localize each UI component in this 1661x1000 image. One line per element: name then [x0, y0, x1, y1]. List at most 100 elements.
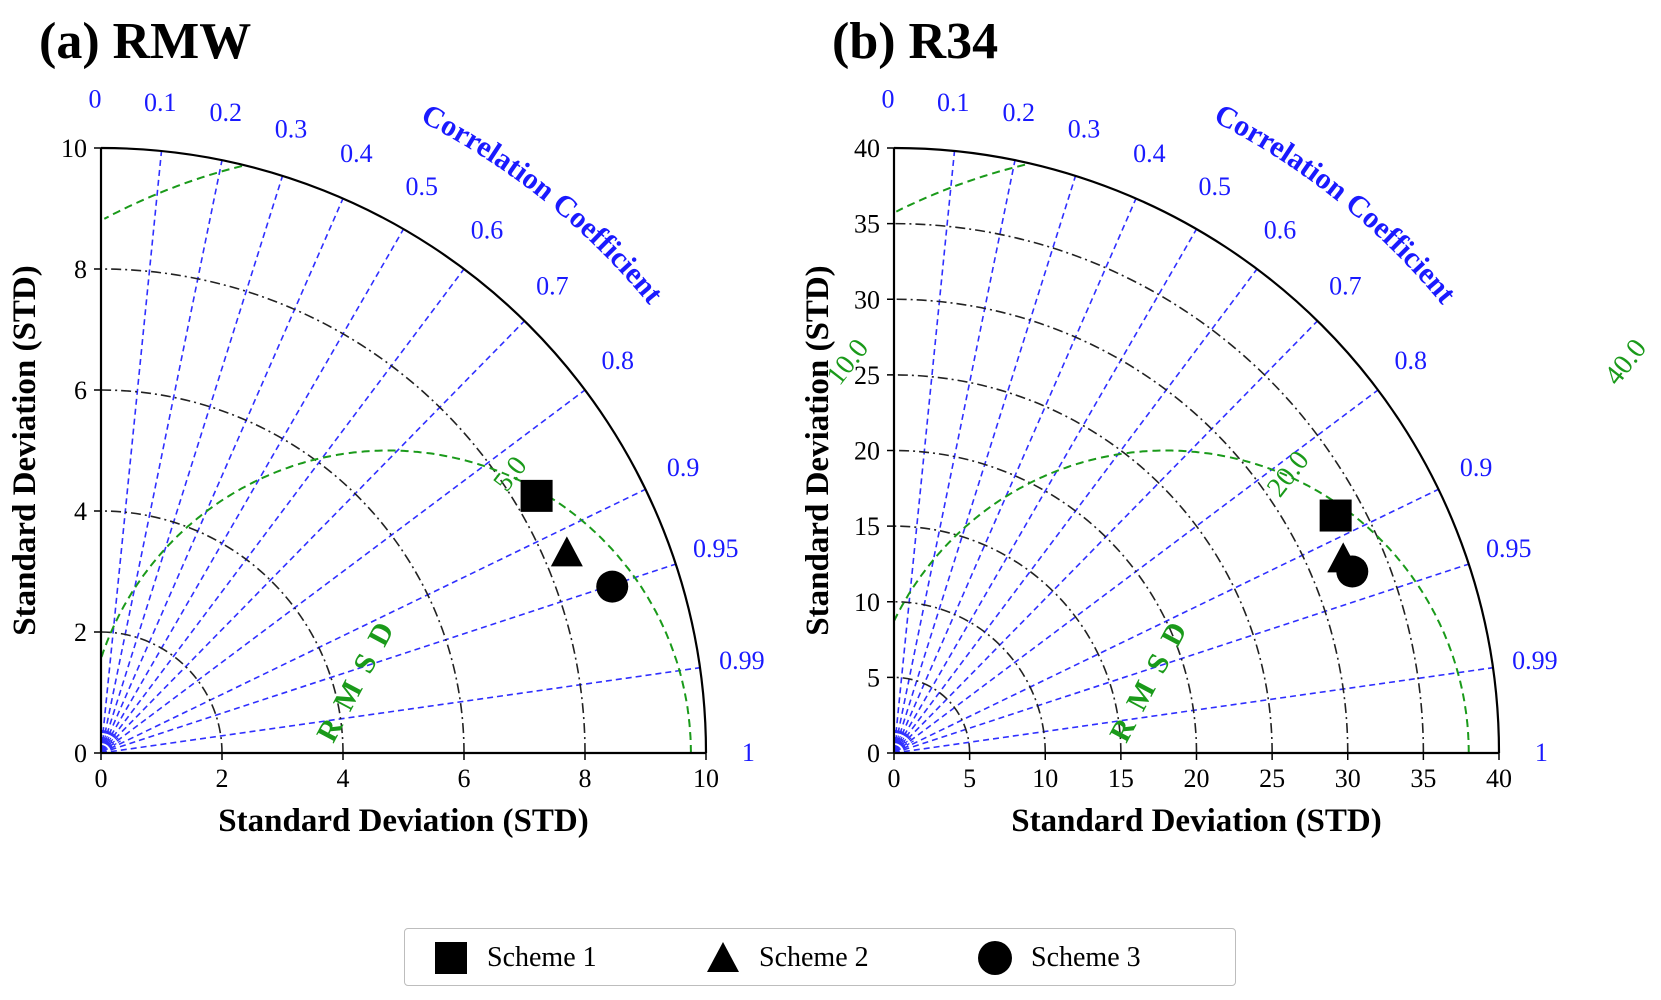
- correlation-line: [100, 729, 108, 754]
- panel-b-r34: 20.040.0RMSD0055101015152020252530303535…: [800, 13, 1653, 839]
- x-tick-label: 0: [95, 764, 108, 793]
- correlation-tick-label: 1: [1535, 738, 1548, 767]
- legend-item-scheme-1: Scheme 1: [433, 929, 597, 987]
- std-arc: [893, 374, 1273, 754]
- y-tick-label: 0: [867, 739, 880, 768]
- square-marker-icon: [435, 942, 467, 974]
- y-tick-label: 25: [854, 361, 880, 390]
- panel-title: (b) R34: [832, 13, 998, 70]
- correlation-line: [893, 739, 915, 754]
- rmsd-contour-label: 40.0: [1598, 333, 1653, 391]
- scheme-1-point: [520, 479, 553, 512]
- y-tick-label: 35: [854, 210, 880, 239]
- correlation-tick-label: 0.95: [693, 534, 739, 563]
- std-arc: [100, 510, 344, 754]
- legend-label: Scheme 3: [1031, 942, 1141, 973]
- y-tick-label: 6: [74, 376, 87, 405]
- rmsd-axis-label: RMSD: [310, 604, 407, 747]
- correlation-line: [100, 150, 163, 754]
- correlation-line: [893, 228, 1198, 754]
- correlation-tick-label: 0.95: [1486, 534, 1532, 563]
- correlation-tick-label: 0.5: [1198, 172, 1231, 201]
- std-arc: [893, 222, 1425, 754]
- correlation-line: [100, 731, 113, 754]
- scheme-3-point: [1336, 555, 1369, 588]
- correlation-line: [100, 160, 223, 754]
- correlation-line: [893, 488, 1439, 754]
- correlation-tick-label: 0.8: [1394, 346, 1427, 375]
- legend-item-scheme-3: Scheme 3: [977, 929, 1141, 987]
- correlation-line: [100, 563, 677, 754]
- correlation-tick-label: 0.7: [536, 271, 569, 300]
- std-arc: [893, 298, 1349, 754]
- std-arc: [100, 268, 586, 754]
- correlation-tick-label: 0.8: [601, 346, 634, 375]
- correlation-line: [100, 732, 115, 754]
- correlation-tick-label: 0.7: [1329, 271, 1362, 300]
- x-tick-label: 2: [216, 764, 229, 793]
- correlation-tick-label: 0.4: [1133, 139, 1166, 168]
- correlation-line: [893, 198, 1137, 754]
- correlation-line: [100, 734, 118, 754]
- correlation-line: [100, 729, 106, 754]
- correlation-tick-label: 0.9: [667, 453, 700, 482]
- correlation-tick-label: 1: [742, 738, 755, 767]
- y-tick-label: 20: [854, 437, 880, 466]
- legend: Scheme 1 Scheme 2 Scheme 3: [404, 928, 1236, 986]
- std-arc: [893, 525, 1122, 754]
- correlation-line: [100, 228, 405, 754]
- x-tick-label: 6: [458, 764, 471, 793]
- x-axis-title: Standard Deviation (STD): [1011, 803, 1381, 839]
- x-tick-label: 4: [337, 764, 350, 793]
- correlation-line: [100, 739, 122, 754]
- legend-label: Scheme 1: [487, 942, 597, 973]
- std-arc: [893, 676, 971, 754]
- y-tick-label: 30: [854, 285, 880, 314]
- legend-item-scheme-2: Scheme 2: [705, 929, 869, 987]
- triangle-marker-icon: [707, 942, 739, 972]
- correlation-tick-label: 0.2: [1002, 98, 1035, 127]
- x-tick-label: 8: [579, 764, 592, 793]
- correlation-line: [100, 320, 526, 754]
- x-tick-label: 0: [888, 764, 901, 793]
- correlation-tick-label: 0.3: [1068, 115, 1101, 144]
- correlation-tick-label: 0.99: [1512, 646, 1558, 675]
- y-tick-label: 2: [74, 618, 87, 647]
- correlation-line: [893, 729, 899, 754]
- std-arc: [100, 631, 223, 754]
- correlation-tick-label: 0.6: [471, 215, 504, 244]
- correlation-line: [100, 488, 646, 754]
- correlation-tick-label: 0.4: [340, 139, 373, 168]
- x-tick-label: 5: [963, 764, 976, 793]
- correlation-line: [100, 268, 465, 754]
- correlation-tick-label: 0.3: [275, 115, 308, 144]
- x-tick-label: 25: [1259, 764, 1285, 793]
- correlation-tick-label: 0.6: [1264, 215, 1297, 244]
- y-axis-title: Standard Deviation (STD): [7, 265, 43, 635]
- y-tick-label: 4: [74, 497, 87, 526]
- outer-arc: [893, 146, 1501, 754]
- panel-title: (a) RMW: [39, 13, 251, 70]
- x-tick-label: 15: [1108, 764, 1134, 793]
- outer-arc: [100, 146, 708, 754]
- correlation-line: [100, 198, 344, 754]
- correlation-line: [893, 729, 901, 754]
- std-arc: [893, 600, 1047, 754]
- correlation-line: [893, 736, 913, 754]
- correlation-tick-label: 0: [89, 85, 102, 114]
- y-axis-title: Standard Deviation (STD): [800, 265, 836, 635]
- correlation-line: [893, 732, 908, 754]
- scheme-2-point: [550, 536, 583, 567]
- x-tick-label: 30: [1335, 764, 1361, 793]
- correlation-line: [100, 736, 120, 754]
- legend-label: Scheme 2: [759, 942, 869, 973]
- rmsd-contour: [103, 165, 243, 220]
- y-tick-label: 10: [61, 134, 87, 163]
- correlation-line: [100, 730, 111, 754]
- correlation-tick-label: 0.2: [209, 98, 242, 127]
- x-tick-label: 40: [1486, 764, 1512, 793]
- scheme-1-point: [1319, 499, 1352, 532]
- y-tick-label: 40: [854, 134, 880, 163]
